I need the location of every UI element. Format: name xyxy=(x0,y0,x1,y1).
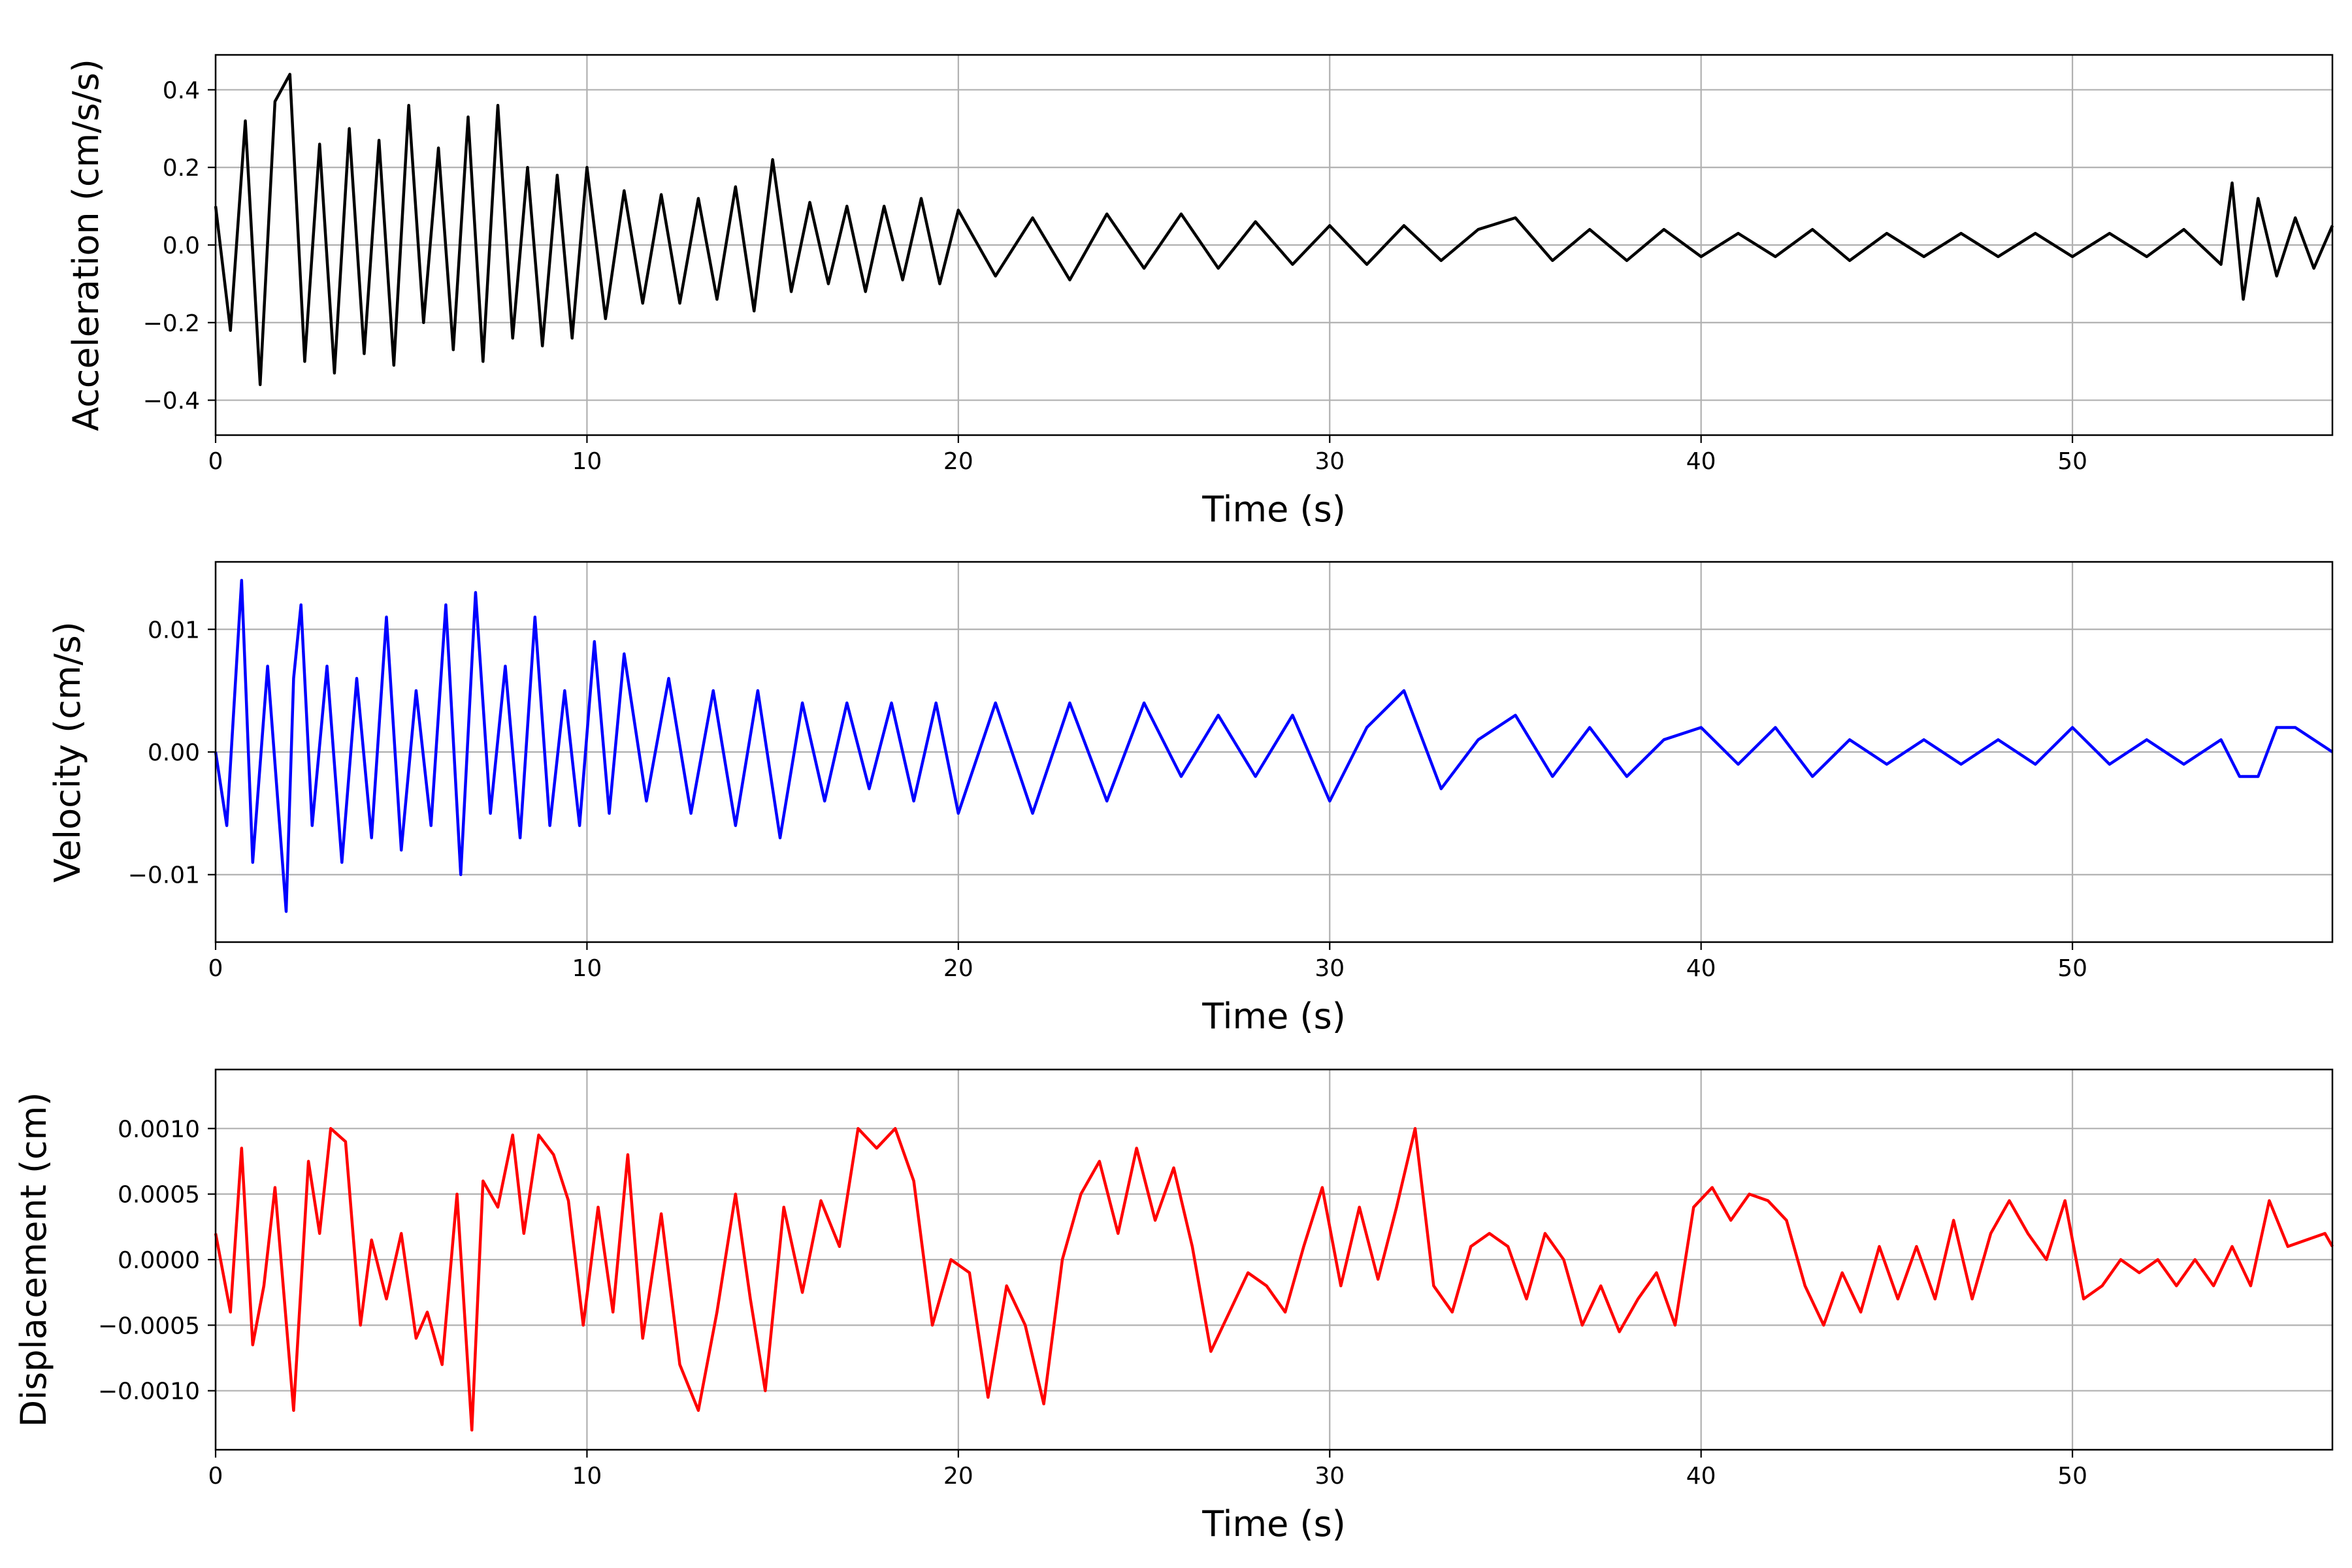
x-tick-label: 0 xyxy=(208,1463,223,1490)
subplot-1: 0 10 20 30 40 50 0.4 0.2 0.0 −0.2 −0.4 Time (s) Acce… xyxy=(65,54,2334,530)
y-tick-label: −0.01 xyxy=(128,862,200,889)
y-tick-label: 0.0 xyxy=(163,233,200,259)
x-tick-label: 40 xyxy=(1686,448,1716,475)
x-tick-label: 30 xyxy=(1315,1463,1345,1490)
y-tick-label: −0.0005 xyxy=(98,1313,200,1339)
x-tick-label: 40 xyxy=(1686,955,1716,982)
series-line xyxy=(214,578,2334,913)
y-tick-label: 0.4 xyxy=(163,77,200,104)
series-line xyxy=(214,1127,2334,1432)
x-axis-label: Time (s) xyxy=(1201,1503,1346,1544)
x-axis-label: Time (s) xyxy=(1201,996,1346,1037)
y-axis-label: Velocity (cm/s) xyxy=(47,621,88,883)
x-tick-label: 20 xyxy=(943,448,973,475)
x-tick-label: 0 xyxy=(208,955,223,982)
x-tick-label: 30 xyxy=(1315,955,1345,982)
subplot-3: 0 10 20 30 40 50 0.0010 0.0005 0.0000 −0.0005 −0.0… xyxy=(13,1068,2334,1544)
y-tick-label: 0.0005 xyxy=(118,1182,200,1209)
y-tick-label: 0.01 xyxy=(148,617,200,644)
x-tick-label: 20 xyxy=(943,1463,973,1490)
y-tick-label: −0.0010 xyxy=(98,1379,200,1405)
x-tick-label: 10 xyxy=(572,1463,602,1490)
x-tick-label: 20 xyxy=(943,955,973,982)
y-tick-label: 0.00 xyxy=(148,740,200,766)
y-axis-label: Displacement (cm) xyxy=(13,1092,54,1428)
y-tick-label: 0.0010 xyxy=(118,1116,200,1143)
y-tick-label: 0.2 xyxy=(163,155,200,182)
subplot-2: 0 10 20 30 40 50 0.01 0.00 −0.01 Time (s) Velocity… xyxy=(47,561,2334,1037)
x-tick-label: 10 xyxy=(572,448,602,475)
x-tick-label: 30 xyxy=(1315,448,1345,475)
y-tick-label: −0.4 xyxy=(143,388,200,415)
x-tick-label: 50 xyxy=(2057,1463,2087,1490)
subplots: 0 10 20 30 40 50 0.4 0.2 0.0 −0.2 −0.4 Time (s) Acce… xyxy=(13,54,2334,1544)
x-tick-label: 50 xyxy=(2057,955,2087,982)
x-tick-label: 50 xyxy=(2057,448,2087,475)
y-tick-label: 0.0000 xyxy=(118,1247,200,1274)
y-axis-label: Acceleration (cm/s/s) xyxy=(65,59,106,431)
y-tick-label: −0.2 xyxy=(143,310,200,337)
x-tick-label: 0 xyxy=(208,448,223,475)
x-tick-label: 40 xyxy=(1686,1463,1716,1490)
x-tick-label: 10 xyxy=(572,955,602,982)
series-line xyxy=(214,73,2334,387)
x-axis-label: Time (s) xyxy=(1201,489,1346,530)
